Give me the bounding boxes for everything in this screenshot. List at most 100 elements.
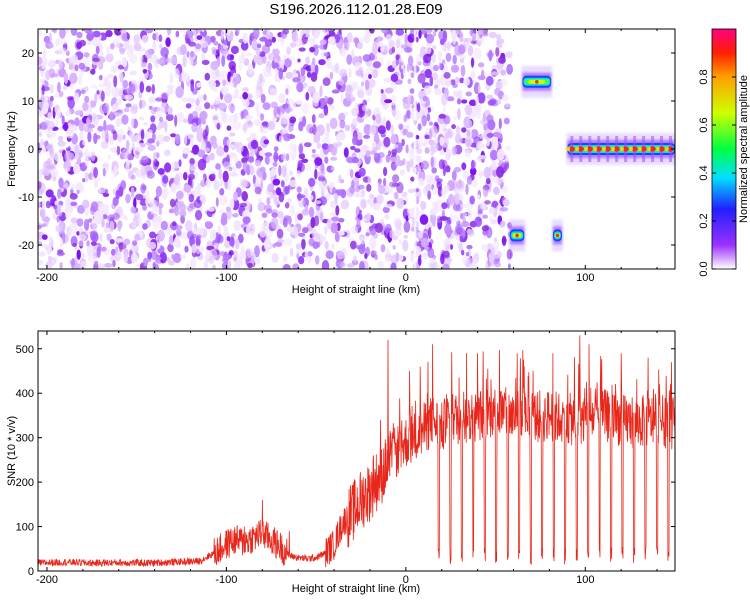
noise-blob (169, 72, 174, 84)
noise-blob (390, 124, 395, 136)
noise-blob (465, 91, 472, 97)
noise-blob (270, 155, 274, 165)
noise-blob (431, 72, 438, 80)
noise-blob (258, 150, 266, 157)
noise-blob (409, 88, 415, 94)
noise-blob (362, 176, 369, 183)
noise-blob (167, 29, 172, 36)
noise-blob (136, 147, 144, 152)
noise-blob (219, 188, 225, 196)
noise-blob (501, 237, 507, 243)
noise-blob (223, 224, 228, 231)
noise-blob (53, 151, 62, 162)
noise-blob (162, 135, 171, 142)
noise-blob (230, 54, 235, 61)
snr-y-tick-label: 400 (16, 388, 34, 400)
noise-blob (319, 211, 324, 222)
noise-blob (238, 60, 243, 72)
noise-blob (419, 214, 429, 225)
noise-blob (243, 58, 250, 66)
noise-blob (231, 166, 237, 174)
noise-blob (119, 72, 124, 81)
noise-blob (65, 197, 71, 209)
noise-blob (102, 192, 110, 197)
noise-blob (280, 36, 285, 47)
noise-blob (308, 206, 315, 218)
noise-blob (462, 255, 468, 265)
noise-blob (489, 149, 499, 161)
noise-blob (327, 36, 336, 45)
noise-blob (503, 117, 510, 125)
noise-blob (318, 113, 325, 119)
noise-blob (233, 153, 239, 164)
noise-blob (384, 99, 393, 104)
noise-blob (133, 42, 142, 52)
noise-blob (440, 188, 448, 196)
noise-blob (128, 130, 134, 138)
noise-blob (292, 102, 296, 109)
noise-blob (86, 29, 94, 42)
noise-blob (273, 146, 279, 152)
noise-blob (477, 62, 485, 68)
noise-blob (425, 33, 435, 44)
noise-blob (226, 208, 232, 220)
noise-blob (407, 188, 415, 194)
noise-blob (405, 215, 409, 222)
noise-blob (372, 61, 381, 69)
noise-blob (242, 98, 250, 107)
noise-blob (142, 68, 148, 74)
noise-blob (98, 83, 106, 88)
noise-blob (205, 178, 212, 188)
noise-blob (160, 92, 169, 100)
noise-blob (58, 68, 67, 78)
noise-blob (467, 209, 473, 220)
noise-blob (321, 143, 329, 150)
noise-blob (73, 92, 80, 103)
noise-blob (189, 165, 197, 171)
noise-blob (288, 56, 296, 61)
noise-blob (309, 194, 314, 201)
noise-blob (271, 252, 279, 264)
colorbar-gradient (711, 28, 737, 270)
snr-x-axis-label: Height of straight line (km) (292, 583, 420, 595)
noise-blob (223, 39, 228, 46)
noise-blob (159, 116, 163, 123)
noise-blob (222, 50, 230, 55)
noise-blob (105, 81, 112, 89)
noise-blob (213, 243, 219, 249)
noise-blob (204, 72, 211, 81)
noise-blob (424, 147, 430, 154)
noise-blob (48, 235, 53, 244)
noise-blob (465, 252, 470, 257)
noise-blob (310, 72, 318, 82)
noise-blob (303, 64, 310, 70)
noise-blob (488, 31, 497, 39)
noise-blob (183, 172, 188, 181)
noise-blob (289, 248, 294, 257)
noise-blob (315, 203, 321, 211)
noise-blob (156, 58, 165, 64)
noise-blob (430, 156, 434, 169)
noise-blob (470, 71, 476, 79)
noise-blob (338, 231, 345, 236)
noise-blob (502, 199, 510, 207)
noise-blob (289, 42, 297, 48)
noise-blob (122, 134, 126, 140)
noise-blob (417, 123, 422, 131)
noise-blob (407, 55, 414, 67)
noise-blob (186, 38, 191, 45)
noise-blob (384, 203, 393, 208)
snr-line-plot (38, 335, 675, 568)
noise-blob (93, 132, 98, 145)
noise-blob (38, 201, 41, 208)
noise-blob (77, 204, 85, 214)
noise-blob (95, 62, 102, 67)
noise-blob (48, 143, 54, 155)
snr-x-tick-label: 100 (576, 574, 594, 586)
noise-blob (90, 68, 96, 75)
noise-blob (178, 159, 182, 167)
noise-blob (217, 43, 222, 51)
noise-blob (182, 147, 191, 155)
noise-blob (476, 194, 481, 199)
noise-blob (70, 183, 76, 191)
